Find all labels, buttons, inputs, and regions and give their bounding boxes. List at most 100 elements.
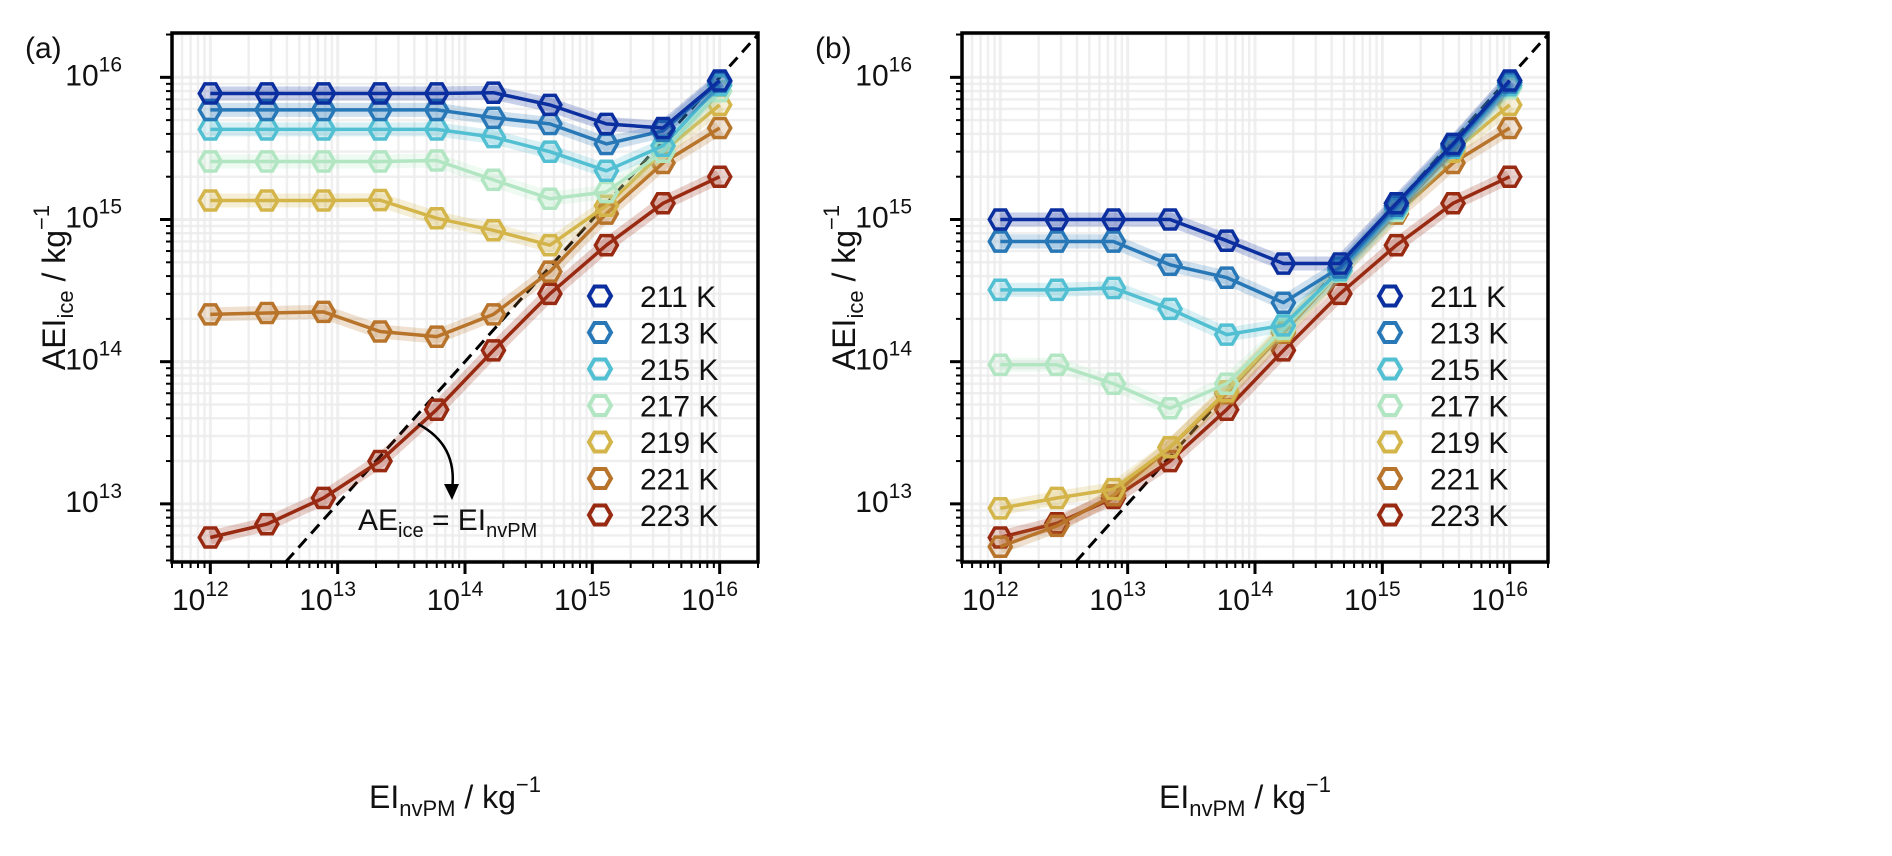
data-point <box>197 118 224 141</box>
x-tick-label: 1015 <box>554 578 611 617</box>
data-point <box>536 187 563 211</box>
data-point <box>1100 372 1127 395</box>
series-line <box>210 89 721 201</box>
panel-label: (b) <box>815 32 852 65</box>
series-219K <box>197 93 733 257</box>
label-main: EI <box>369 779 399 815</box>
legend-item: 211 K <box>1376 281 1506 314</box>
tick-exponent: 16 <box>889 53 912 76</box>
y-tick-label: 1015 <box>855 196 912 235</box>
data-point <box>1496 165 1523 188</box>
tick-base: 10 <box>65 59 98 92</box>
data-point <box>593 233 620 257</box>
data-point <box>253 118 280 141</box>
data-point <box>593 112 620 136</box>
data-point <box>253 301 280 325</box>
data-point <box>1326 282 1353 306</box>
data-point <box>536 282 563 306</box>
legend-label: 213 K <box>1430 318 1508 351</box>
tick-base: 10 <box>962 584 995 617</box>
data-point <box>1043 486 1070 510</box>
data-point <box>1156 436 1184 459</box>
y-tick-label: 1013 <box>65 480 122 519</box>
y-tick-label: 1015 <box>65 196 122 235</box>
data-point <box>536 233 563 257</box>
data-point <box>253 82 280 105</box>
data-point <box>423 82 450 105</box>
tick-base: 10 <box>554 584 587 617</box>
label-main: AEI <box>36 319 72 371</box>
data-point <box>536 140 563 163</box>
legend-label: 217 K <box>640 391 718 424</box>
tick-base: 10 <box>855 486 888 519</box>
data-point <box>1213 372 1240 395</box>
legend-marker <box>1376 321 1404 344</box>
data-point <box>536 112 563 136</box>
legend-label: 219 K <box>1430 427 1508 460</box>
data-point <box>253 512 280 536</box>
data-point <box>480 106 507 129</box>
data-point <box>593 132 620 156</box>
tick-base: 10 <box>1344 584 1377 617</box>
data-point <box>253 150 280 173</box>
legend-label: 219 K <box>640 427 718 460</box>
tick-base: 10 <box>299 584 332 617</box>
tick-exponent: 15 <box>587 578 610 601</box>
data-point <box>423 149 450 172</box>
legend-item: 219 K <box>586 427 718 460</box>
data-point <box>536 93 563 117</box>
legend-marker <box>586 357 614 381</box>
label-subscript: ice <box>843 290 868 318</box>
tick-base: 10 <box>681 584 714 617</box>
data-point <box>423 325 450 348</box>
data-point <box>1156 397 1184 420</box>
label-unit: / kg <box>1245 779 1305 815</box>
legend-label: 215 K <box>640 354 718 387</box>
data-point <box>310 300 337 324</box>
data-point <box>987 208 1014 231</box>
label-subscript: nvPM <box>1189 796 1245 821</box>
data-point <box>649 192 677 215</box>
data-point <box>366 320 394 343</box>
data-point <box>480 339 507 362</box>
panel-b: 1012 1013 1014 1015 10161013101410151016EInv… <box>815 31 1550 821</box>
series-223K <box>197 165 733 549</box>
tick-exponent: 16 <box>715 578 738 601</box>
annotation: AEice = EInvPM <box>358 422 537 542</box>
legend-item: 223 K <box>586 500 718 533</box>
y-axis-label: AEIice / kg−1 <box>819 205 868 370</box>
data-point <box>1496 116 1523 140</box>
legend-item: 215 K <box>586 354 718 387</box>
data-point <box>197 189 224 212</box>
y-tick-label: 1016 <box>65 53 122 92</box>
legend-marker <box>586 467 614 490</box>
data-point <box>1496 69 1523 92</box>
data-point <box>1100 276 1127 300</box>
plot-area <box>197 33 758 562</box>
legend-marker <box>1376 284 1404 308</box>
tick-base: 10 <box>1471 584 1504 617</box>
data-point <box>310 82 337 105</box>
series-line <box>210 79 721 130</box>
data-point <box>1043 230 1070 253</box>
tick-exponent: 16 <box>99 53 122 76</box>
panel-label: (a) <box>25 32 62 65</box>
tick-exponent: 14 <box>460 578 484 601</box>
data-point <box>366 449 394 473</box>
x-tick-label: 1015 <box>1344 578 1401 617</box>
label-unit: / kg <box>455 779 515 815</box>
data-point <box>1270 314 1297 337</box>
tick-base: 10 <box>1217 584 1250 617</box>
data-point <box>1100 208 1127 231</box>
data-point <box>423 398 450 421</box>
data-point <box>649 116 677 140</box>
series-215K <box>197 73 733 183</box>
data-point <box>987 497 1014 520</box>
tick-base: 10 <box>65 202 98 235</box>
annotation-subscript: ice <box>398 520 424 542</box>
label-superscript: −1 <box>1306 772 1331 797</box>
tick-exponent: 15 <box>99 196 122 219</box>
series-line <box>210 80 721 146</box>
tick-base: 10 <box>65 486 98 519</box>
